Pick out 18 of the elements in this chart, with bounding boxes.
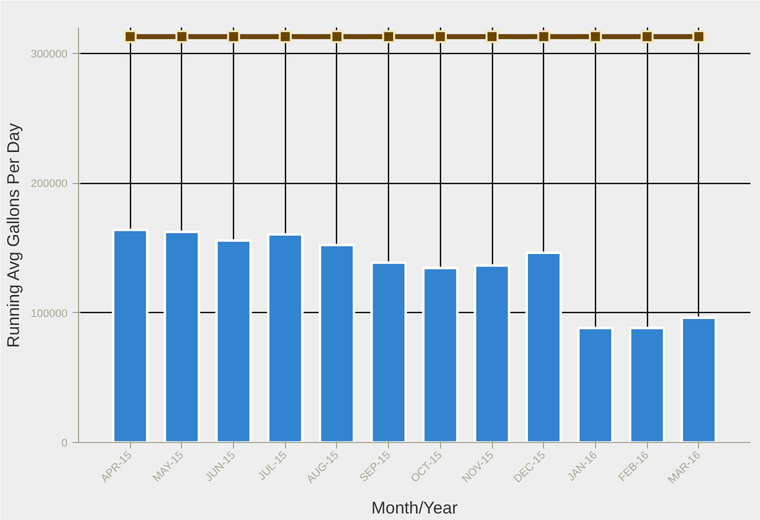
y-axis-title: Running Avg Gallons Per Day xyxy=(4,122,23,348)
y-tick-label: 200000 xyxy=(30,178,68,190)
y-tick-label: 300000 xyxy=(30,48,68,60)
bar xyxy=(112,228,148,442)
bar xyxy=(215,239,252,442)
bar xyxy=(577,326,614,442)
bar xyxy=(628,326,666,442)
x-axis-title: Month/Year xyxy=(371,498,458,518)
bar xyxy=(422,266,459,442)
bar xyxy=(474,264,510,442)
bar xyxy=(164,230,200,442)
bar xyxy=(318,244,356,442)
bar xyxy=(525,252,562,442)
y-tick-label: 100000 xyxy=(30,308,68,320)
bar xyxy=(680,316,718,442)
y-tick-label: 0 xyxy=(61,438,68,450)
bar xyxy=(370,261,407,442)
bar xyxy=(266,233,304,442)
